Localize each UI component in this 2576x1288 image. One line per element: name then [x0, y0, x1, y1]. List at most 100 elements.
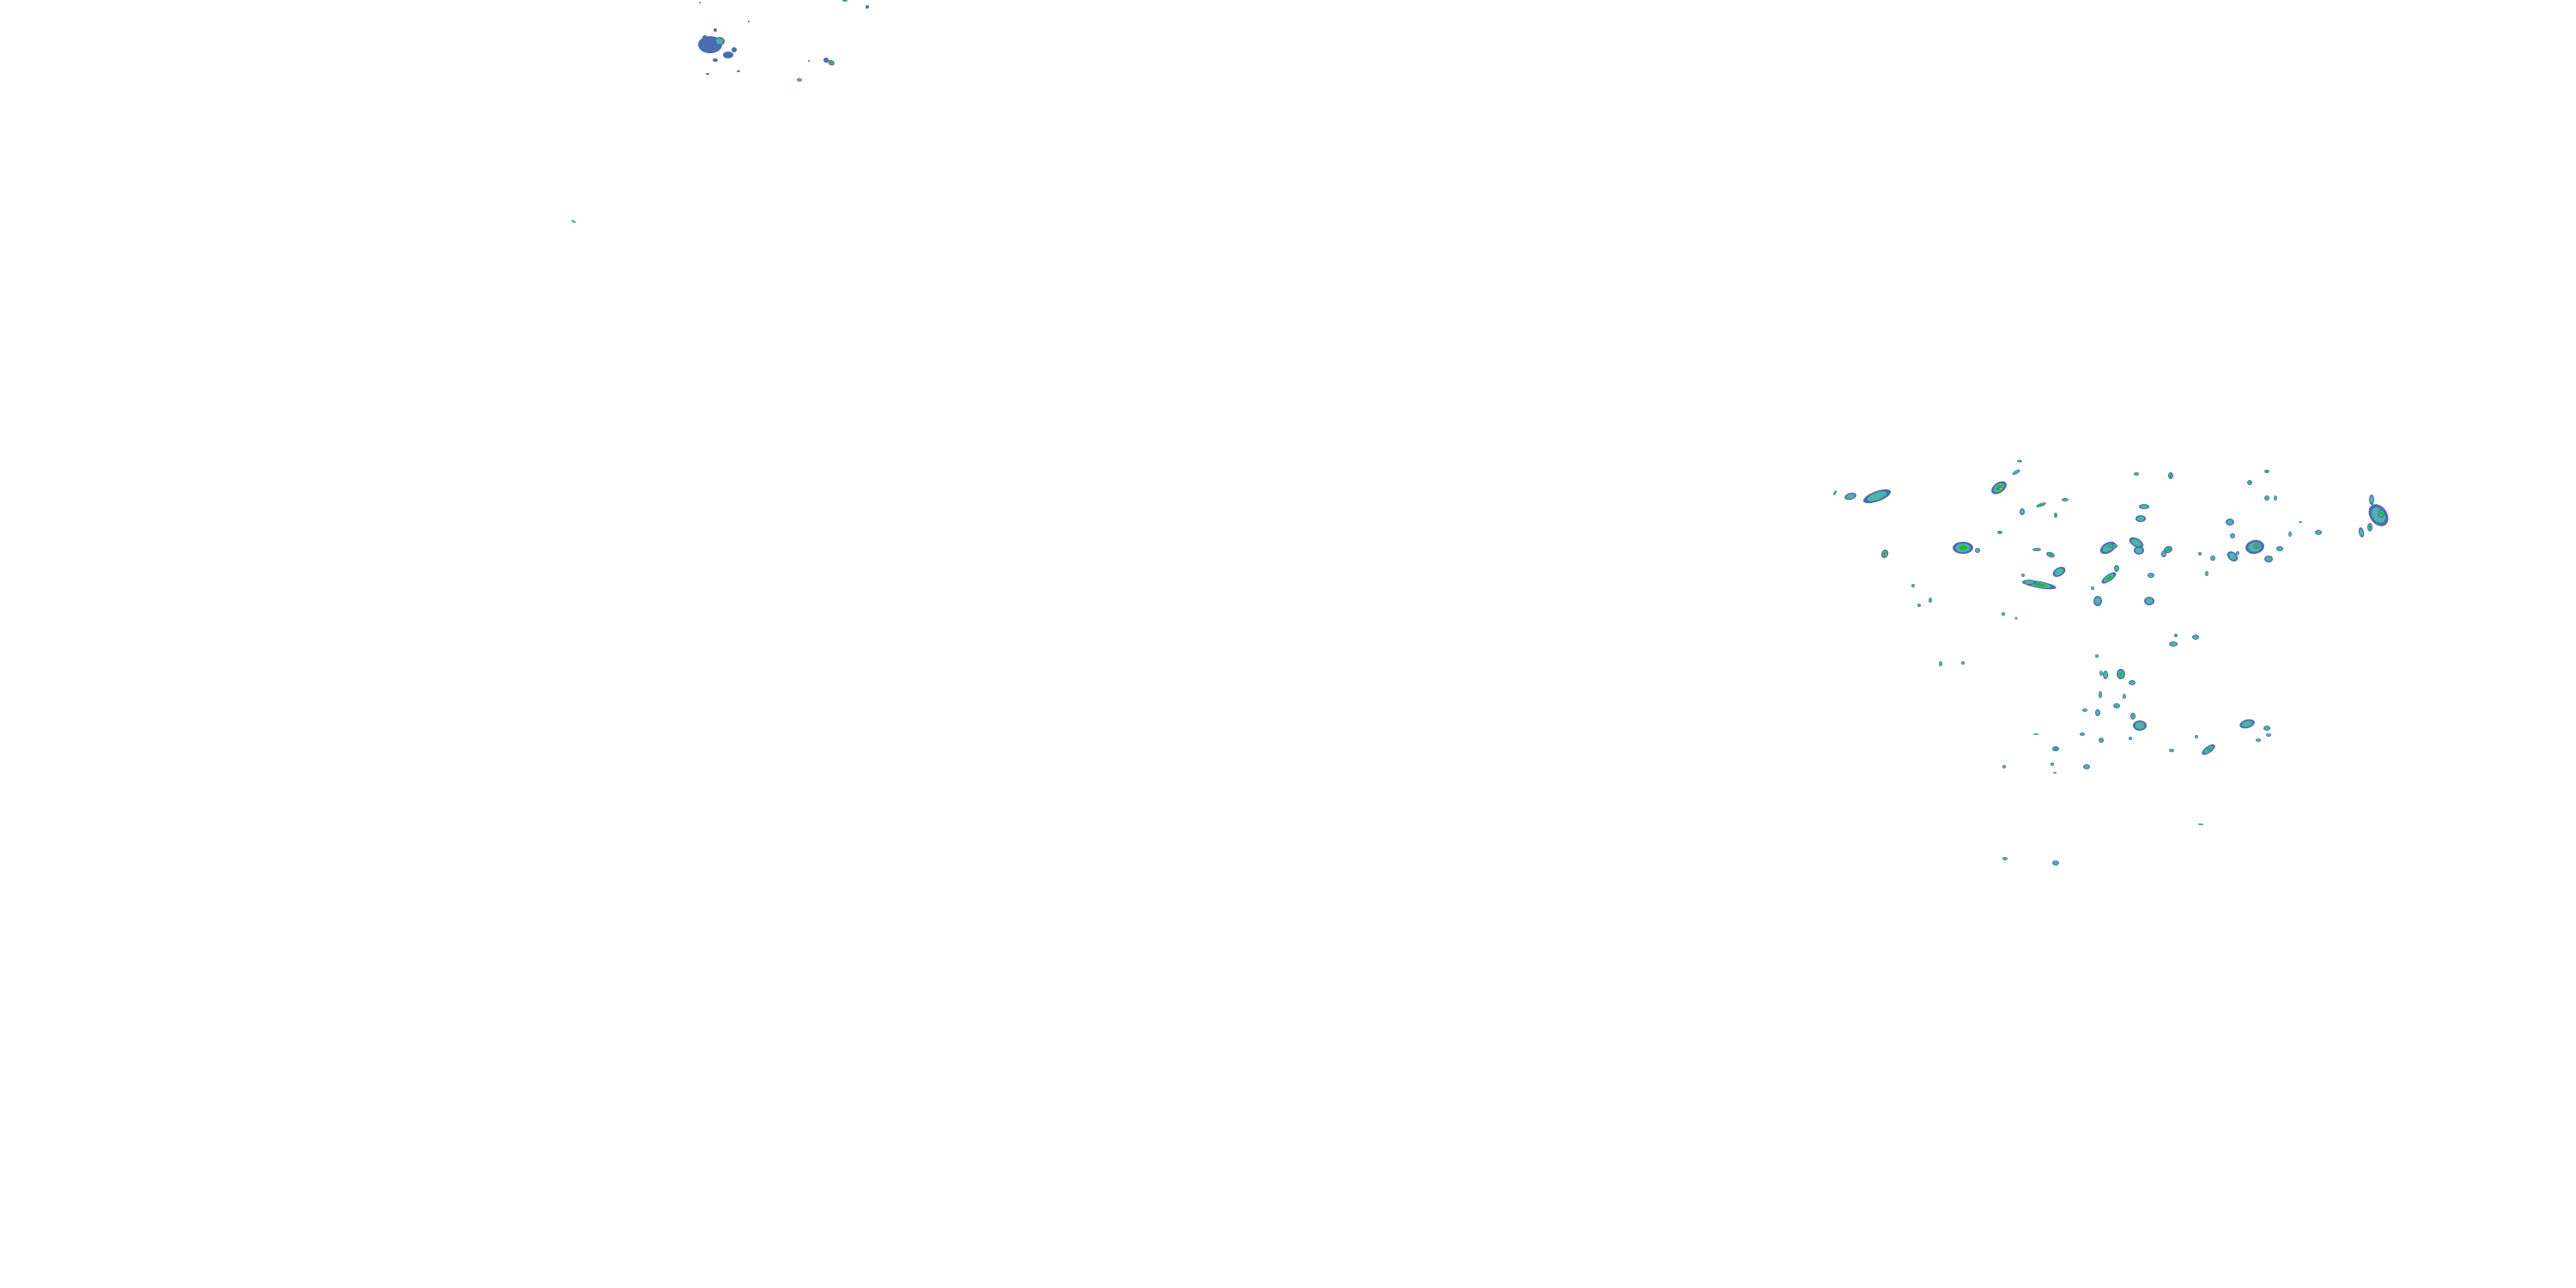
precipitation-cell-moderate [2135, 721, 2145, 730]
precipitation-cell-moderate [2050, 762, 2054, 766]
precipitation-cell-moderate [2265, 556, 2272, 562]
precipitation-cell-moderate [2369, 495, 2374, 504]
precipitation-cell-heavy [2208, 749, 2211, 750]
precipitation-cell-moderate [1929, 598, 1932, 603]
precipitation-cell-moderate [2053, 860, 2058, 866]
precipitation-cell-moderate [2148, 573, 2154, 578]
precipitation-cell-moderate [2002, 765, 2006, 769]
precipitation-cell-heavy [2368, 526, 2372, 529]
precipitation-cell-moderate [2084, 764, 2089, 769]
precipitation-cell-light [732, 47, 737, 52]
precipitation-cell-heavy [829, 61, 833, 64]
precipitation-cell-moderate [2033, 548, 2040, 551]
precipitation-cell-heavy [2166, 548, 2170, 551]
precipitation-cell-moderate [2227, 519, 2233, 525]
precipitation-cell-heavy [2169, 474, 2172, 477]
precipitation-cell-moderate [2129, 737, 2132, 740]
precipitation-cell-moderate [2095, 654, 2099, 658]
precipitation-cell-light [823, 58, 829, 63]
precipitation-cell-moderate [2316, 530, 2321, 535]
precipitation-cell-moderate [1846, 494, 1855, 499]
precipitation-cell-moderate [2002, 857, 2008, 860]
precipitation-cell-moderate [2013, 470, 2020, 475]
precipitation-cell-moderate [2099, 671, 2103, 676]
precipitation-cell-moderate [2299, 521, 2302, 523]
precipitation-cell-moderate [2082, 708, 2087, 712]
precipitation-cell-light [706, 73, 709, 75]
precipitation-cell-moderate [2108, 544, 2113, 548]
precipitation-cell-moderate [2266, 733, 2271, 737]
precipitation-cell-heavy [2038, 503, 2044, 507]
precipitation-cell-light [808, 60, 810, 62]
precipitation-cell-light [748, 21, 750, 22]
precipitation-cell-moderate [1917, 604, 1921, 607]
precipitation-cell-heavy [2112, 544, 2116, 548]
precipitation-cell-moderate [2170, 641, 2177, 647]
precipitation-cell-moderate [2140, 504, 2148, 509]
precipitation-cell-heavy [843, 0, 847, 1]
precipitation-cell-moderate [2198, 823, 2203, 825]
precipitation-cell-moderate [2063, 498, 2068, 501]
precipitation-cell-moderate [2129, 680, 2135, 685]
precipitation-cell-intense [1885, 554, 1886, 556]
precipitation-cell-moderate [2114, 703, 2119, 708]
precipitation-cell-moderate [2014, 617, 2018, 620]
precipitation-cell-moderate [2169, 749, 2174, 752]
precipitation-cell-moderate [2288, 532, 2292, 537]
precipitation-cell-moderate [2080, 732, 2085, 736]
precipitation-cell-heavy [572, 220, 575, 223]
precipitation-cell-moderate [2136, 516, 2145, 521]
precipitation-cell-moderate [2024, 580, 2034, 585]
precipitation-cell-light [702, 35, 708, 40]
precipitation-cell-heavy [2018, 460, 2021, 462]
precipitation-cell-moderate [2020, 509, 2025, 514]
precipitation-cell-moderate [2099, 692, 2102, 697]
precipitation-cell-moderate [2002, 612, 2005, 616]
precipitation-cell-heavy [2055, 513, 2057, 517]
precipitation-cell-heavy [1998, 532, 2002, 533]
precipitation-cell-moderate [1911, 584, 1915, 587]
precipitation-cell-moderate [2131, 538, 2142, 547]
precipitation-cell-light [737, 70, 740, 72]
precipitation-cell-moderate [1975, 548, 1980, 553]
precipitation-cell-heavy [2032, 582, 2046, 587]
precipitation-cell-moderate [2277, 546, 2282, 551]
precipitation-cell-heavy [2105, 575, 2112, 580]
precipitation-cell-moderate [2099, 738, 2104, 743]
precipitation-cell-moderate [1833, 491, 1837, 495]
precipitation-cell-heavy [2255, 544, 2258, 548]
precipitation-cell-heavy [2175, 635, 2177, 636]
precipitation-cell-moderate [2094, 597, 2101, 605]
precipitation-cell-moderate [715, 38, 724, 45]
precipitation-cell-moderate [1867, 491, 1887, 501]
precipitation-cell-moderate [2241, 720, 2253, 727]
precipitation-cell-moderate [2103, 671, 2108, 678]
precipitation-cell-moderate [2130, 714, 2136, 719]
precipitation-cell-moderate [1961, 661, 1965, 665]
precipitation-cell-heavy [2248, 481, 2251, 484]
precipitation-cell-moderate [2264, 726, 2269, 731]
precipitation-cell-light [723, 52, 733, 58]
precipitation-cell-moderate [1939, 661, 1942, 666]
precipitation-cell-moderate [2236, 551, 2239, 555]
precipitation-cell-light [699, 2, 701, 3]
precipitation-cell-moderate [2228, 552, 2237, 561]
precipitation-cell-moderate [2134, 472, 2139, 476]
precipitation-cell-heavy [2265, 471, 2269, 472]
precipitation-cell-moderate [2123, 694, 2126, 699]
precipitation-cell-heavy [2049, 553, 2052, 556]
precipitation-cell-moderate [2053, 772, 2057, 774]
precipitation-cell-moderate [2230, 533, 2235, 538]
precipitation-cell-moderate [2193, 635, 2198, 640]
precipitation-cell-moderate [2205, 571, 2208, 576]
precipitation-cell-moderate [2195, 735, 2198, 738]
precipitation-cell-heavy [2054, 747, 2057, 750]
precipitation-cell-light [714, 28, 717, 32]
precipitation-cell-heavy [2119, 671, 2123, 677]
precipitation-cell-light [713, 58, 718, 62]
precipitation-cell-moderate [2210, 556, 2215, 561]
precipitation-cell-intense [2000, 488, 2002, 489]
precipitation-cell-moderate [2274, 495, 2277, 501]
precipitation-cell-heavy [1959, 545, 1967, 550]
